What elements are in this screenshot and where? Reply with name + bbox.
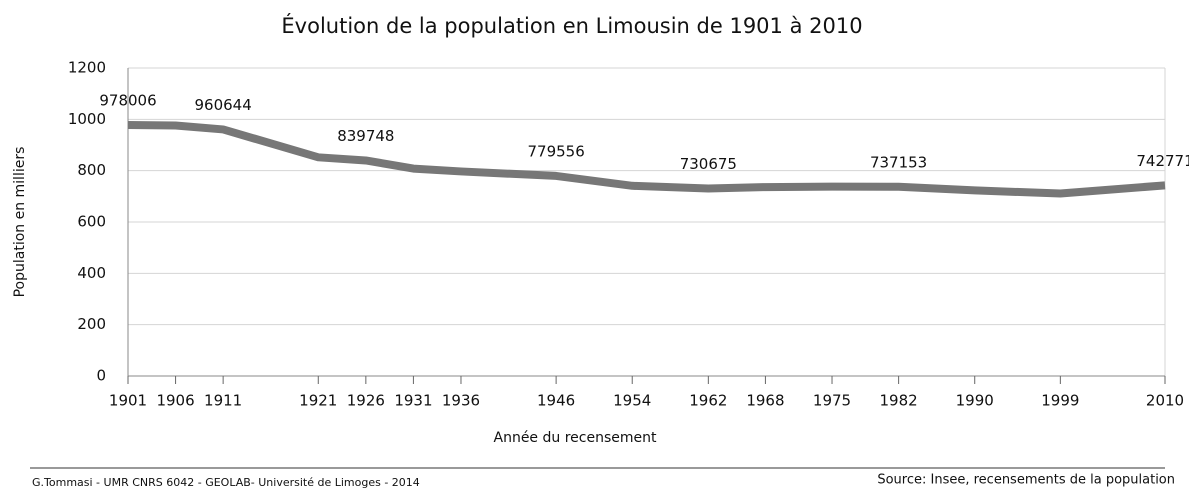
data-label: 960644 bbox=[195, 96, 252, 114]
y-tick-label: 200 bbox=[77, 315, 106, 333]
x-tick-label: 1926 bbox=[347, 392, 385, 410]
x-tick-label: 1936 bbox=[442, 392, 480, 410]
x-axis-label: Année du recensement bbox=[494, 430, 657, 446]
x-tick-label: 1990 bbox=[956, 392, 994, 410]
y-tick-label: 1200 bbox=[68, 59, 106, 77]
line bbox=[127, 120, 1166, 198]
data-label: 742771 bbox=[1136, 152, 1189, 170]
data-label: 779556 bbox=[527, 142, 584, 160]
source: Source: Insee, recensements de la popula… bbox=[877, 473, 1175, 488]
x-tick-label: 1975 bbox=[813, 392, 851, 410]
y-tick-label: 1000 bbox=[68, 110, 106, 128]
x-tick-label: 1999 bbox=[1041, 392, 1079, 410]
data-label: 730675 bbox=[680, 155, 737, 173]
x-tick-label: 1921 bbox=[299, 392, 337, 410]
x-tick-label: 2010 bbox=[1146, 392, 1184, 410]
x-tick-label: 1968 bbox=[746, 392, 784, 410]
x-tick-label: 1962 bbox=[689, 392, 727, 410]
x-tick-label: 1954 bbox=[613, 392, 651, 410]
data-label: 839748 bbox=[337, 127, 394, 145]
x-tick-label: 1911 bbox=[204, 392, 242, 410]
y-tick-label: 400 bbox=[77, 264, 106, 282]
data-label: 737153 bbox=[870, 153, 927, 171]
x-tick-label: 1931 bbox=[394, 392, 432, 410]
x-tick-label: 1901 bbox=[109, 392, 147, 410]
data-label: 978006 bbox=[99, 91, 156, 109]
x-tick-label: 1906 bbox=[156, 392, 194, 410]
chart-title: Évolution de la population en Limousin d… bbox=[281, 13, 862, 38]
y-tick-label: 600 bbox=[77, 213, 106, 231]
y-tick-label: 0 bbox=[96, 367, 106, 385]
y-tick-label: 800 bbox=[77, 161, 106, 179]
x-tick-label: 1982 bbox=[880, 392, 918, 410]
credit: G.Tommasi - UMR CNRS 6042 - GEOLAB- Univ… bbox=[32, 476, 420, 489]
x-tick-label: 1946 bbox=[537, 392, 575, 410]
y-axis-label: Population en milliers bbox=[12, 147, 28, 298]
